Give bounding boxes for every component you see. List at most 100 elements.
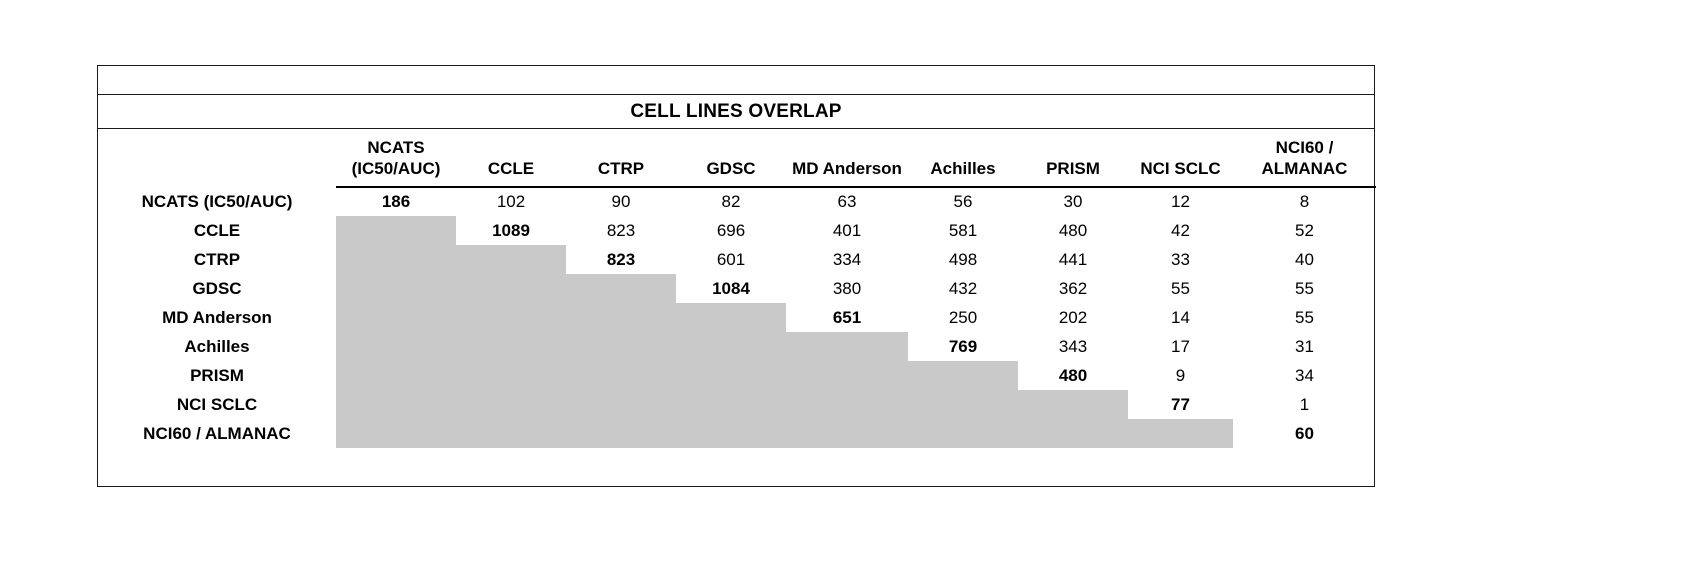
shaded-cell — [456, 332, 566, 361]
column-header: NCI SCLC — [1128, 129, 1233, 188]
shaded-cell — [676, 332, 786, 361]
value-cell: 34 — [1295, 365, 1314, 385]
shaded-cell — [336, 361, 456, 390]
value-cell: 480 — [1058, 220, 1088, 240]
shaded-cell — [456, 303, 566, 332]
table-row: GDSC 1084 380 432 362 55 55 — [98, 274, 1376, 303]
diagonal-cell: 769 — [948, 336, 978, 356]
shaded-cell — [566, 390, 676, 419]
value-cell: 362 — [1058, 278, 1088, 298]
value-cell: 42 — [1171, 220, 1190, 240]
row-label: MD Anderson — [162, 307, 272, 327]
value-cell: 56 — [953, 192, 973, 211]
value-cell: 202 — [1058, 307, 1088, 327]
shaded-cell — [566, 303, 676, 332]
diagonal-cell: 186 — [381, 192, 411, 211]
value-cell: 31 — [1295, 336, 1314, 356]
shaded-cell — [908, 419, 1018, 448]
row-label: NCI SCLC — [176, 394, 258, 414]
value-cell: 696 — [716, 220, 746, 240]
value-cell: 581 — [948, 220, 978, 240]
shaded-cell — [908, 390, 1018, 419]
shaded-cell — [336, 245, 456, 274]
shaded-cell — [456, 274, 566, 303]
value-cell: 250 — [948, 307, 978, 327]
shaded-cell — [786, 361, 908, 390]
value-cell: 33 — [1171, 249, 1190, 269]
diagonal-cell: 651 — [832, 307, 862, 327]
column-header: CCLE — [456, 129, 566, 188]
shaded-cell — [336, 303, 456, 332]
value-cell: 63 — [837, 192, 857, 211]
value-cell: 14 — [1171, 307, 1190, 327]
top-spacer-row — [98, 66, 1374, 95]
diagonal-cell: 823 — [606, 249, 636, 269]
value-cell: 82 — [721, 192, 741, 211]
value-cell: 90 — [611, 192, 631, 211]
value-cell: 1 — [1299, 394, 1310, 414]
shaded-cell — [566, 332, 676, 361]
column-header: NCATS (IC50/AUC) — [336, 129, 456, 188]
table-row: NCI SCLC 77 1 — [98, 390, 1376, 419]
value-cell: 498 — [948, 249, 978, 269]
column-header: NCI60 / ALMANAC — [1233, 129, 1376, 188]
column-header: MD Anderson — [786, 129, 908, 188]
diagonal-cell: 1089 — [492, 220, 530, 240]
shaded-cell — [456, 245, 566, 274]
value-cell: 55 — [1295, 278, 1314, 298]
value-cell: 380 — [832, 278, 862, 298]
value-cell: 52 — [1295, 220, 1314, 240]
shaded-cell — [456, 390, 566, 419]
diagonal-cell: 77 — [1171, 394, 1190, 414]
table-title: CELL LINES OVERLAP — [630, 100, 842, 122]
value-cell: 30 — [1063, 192, 1083, 211]
shaded-cell — [336, 274, 456, 303]
shaded-cell — [676, 419, 786, 448]
row-label: Achilles — [184, 336, 250, 356]
column-header: PRISM — [1018, 129, 1128, 188]
value-cell: 17 — [1171, 336, 1190, 356]
row-label: CTRP — [193, 249, 241, 269]
value-cell: 343 — [1058, 336, 1088, 356]
value-cell: 334 — [832, 249, 862, 269]
value-cell: 12 — [1171, 192, 1190, 211]
value-cell: 8 — [1299, 192, 1310, 211]
value-cell: 441 — [1058, 249, 1088, 269]
row-label: GDSC — [192, 278, 242, 298]
table-row: PRISM 480 9 34 — [98, 361, 1376, 390]
value-cell: 9 — [1175, 365, 1186, 385]
table-row: NCATS (IC50/AUC) 186 102 90 82 63 56 30 12 8 — [98, 187, 1376, 216]
diagonal-cell: 1084 — [712, 278, 750, 298]
shaded-cell — [676, 303, 786, 332]
value-cell: 601 — [716, 249, 746, 269]
cell-lines-overlap-table-frame: CELL LINES OVERLAP NCATS (IC50/AUC) CCLE C… — [97, 65, 1376, 487]
value-cell: 102 — [496, 192, 526, 211]
shaded-cell — [908, 361, 1018, 390]
header-row: NCATS (IC50/AUC) CCLE CTRP GDSC MD Anderson A… — [98, 129, 1376, 188]
corner-cell — [98, 129, 336, 187]
value-cell: 40 — [1295, 249, 1314, 269]
shaded-cell — [786, 332, 908, 361]
shaded-cell — [456, 419, 566, 448]
table-row: CCLE 1089 823 696 401 581 480 42 52 — [98, 216, 1376, 245]
shaded-cell — [1018, 390, 1128, 419]
value-cell: 432 — [948, 278, 978, 298]
shaded-cell — [336, 332, 456, 361]
shaded-cell — [566, 419, 676, 448]
shaded-cell — [676, 361, 786, 390]
value-cell: 55 — [1295, 307, 1314, 327]
shaded-cell — [566, 361, 676, 390]
shaded-cell — [566, 274, 676, 303]
shaded-cell — [456, 361, 566, 390]
table-row: NCI60 / ALMANAC 60 — [98, 419, 1376, 448]
row-label: PRISM — [190, 365, 244, 385]
shaded-cell — [336, 390, 456, 419]
diagonal-cell: 480 — [1058, 365, 1088, 385]
column-header: Achilles — [908, 129, 1018, 188]
shaded-cell — [336, 419, 456, 448]
column-header: CTRP — [566, 129, 676, 188]
diagonal-cell: 60 — [1295, 423, 1314, 443]
value-cell: 823 — [606, 220, 636, 240]
overlap-table: NCATS (IC50/AUC) CCLE CTRP GDSC MD Anderson A… — [98, 129, 1376, 448]
